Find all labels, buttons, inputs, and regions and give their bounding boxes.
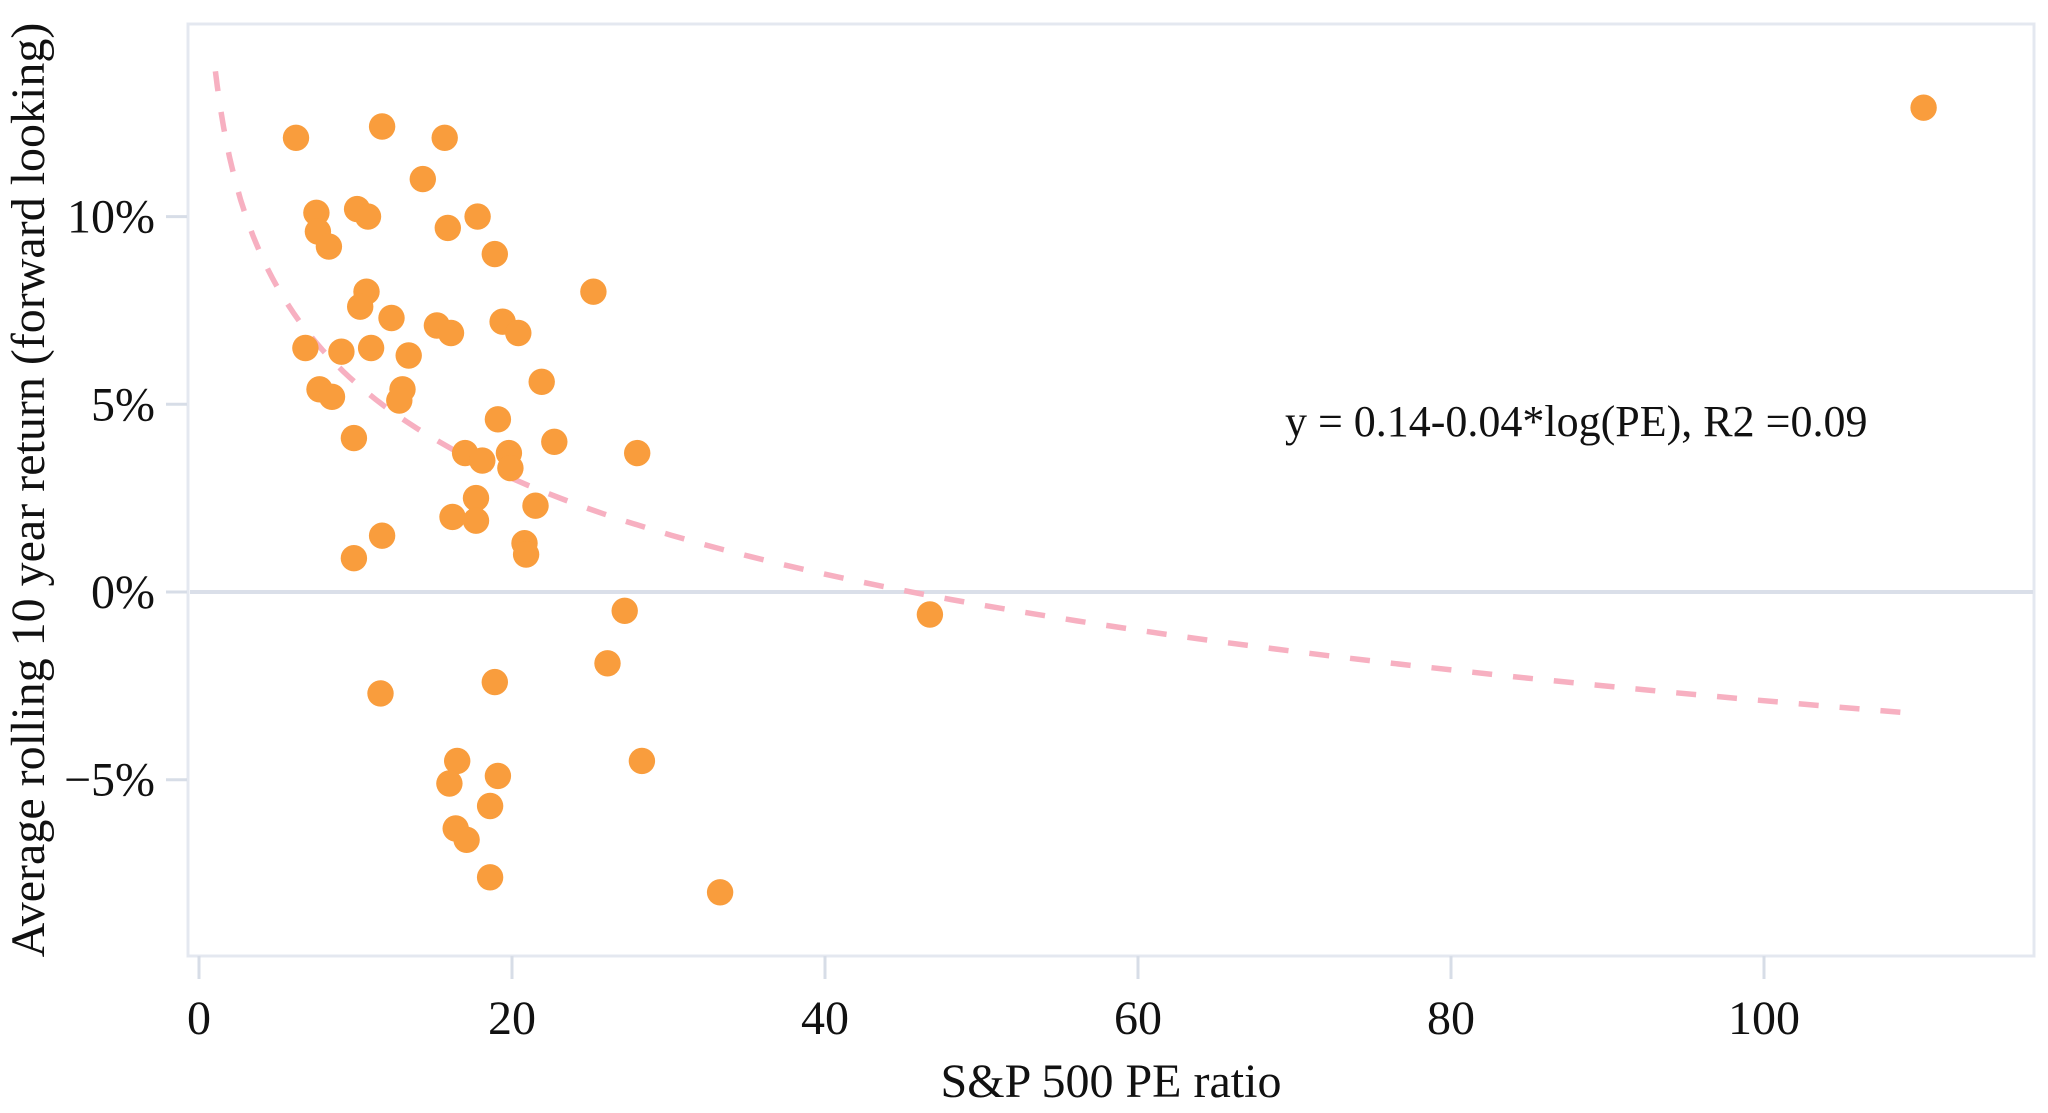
data-point [476, 792, 504, 820]
data-point [505, 319, 532, 347]
data-point [318, 383, 346, 410]
data-point [580, 278, 607, 305]
data-point [916, 601, 944, 628]
data-point [357, 334, 385, 362]
data-point [522, 492, 549, 519]
data-point [378, 304, 405, 332]
data-point [395, 342, 422, 369]
x-tick-label: 100 [1728, 992, 1800, 1045]
data-point [347, 293, 374, 320]
data-point [315, 233, 343, 260]
data-point [368, 113, 396, 140]
data-point [497, 454, 524, 482]
panel-border [186, 22, 2036, 958]
data-point [453, 826, 480, 853]
data-point [409, 165, 436, 193]
data-point [481, 240, 508, 268]
data-point [340, 424, 368, 452]
y-tick-label: 0% [91, 566, 155, 619]
data-point [292, 334, 319, 362]
data-point [484, 762, 512, 790]
plot-panel [186, 22, 2036, 958]
data-point [282, 124, 310, 151]
y-tick-label: 10% [67, 191, 155, 244]
data-point [541, 428, 568, 455]
x-tick-label: 40 [801, 992, 849, 1045]
data-point [444, 747, 471, 775]
data-point [431, 124, 458, 151]
data-point [434, 214, 461, 242]
data-point [628, 747, 656, 775]
trendline [212, 70, 1918, 717]
x-tick-label: 60 [1114, 992, 1162, 1045]
data-point [594, 650, 621, 677]
data-point [437, 319, 465, 347]
data-point [367, 680, 394, 707]
x-axis-title: S&P 500 PE ratio [941, 1055, 1282, 1108]
data-point [386, 387, 413, 414]
data-point [512, 541, 540, 568]
data-point [611, 597, 638, 624]
y-axis-title: Average rolling 10 year return (forward … [2, 23, 55, 958]
data-point [462, 484, 490, 512]
data-point [1910, 94, 1937, 121]
data-point [464, 203, 491, 230]
data-point [368, 522, 396, 549]
data-point [484, 406, 512, 433]
y-tick-label: 5% [91, 378, 155, 431]
trendline-group [212, 70, 1918, 717]
data-point [624, 439, 651, 467]
trendline-equation: y = 0.14-0.04*log(PE), R2 =0.09 [1285, 397, 1868, 446]
data-point [476, 864, 504, 891]
x-tick-label: 80 [1427, 992, 1475, 1045]
points-group [282, 94, 1937, 906]
data-point [462, 507, 490, 534]
data-point [303, 199, 330, 226]
data-point [706, 879, 734, 906]
x-axis: 0 20 40 60 80 100 [187, 956, 1800, 1045]
data-point [436, 770, 463, 797]
data-point [328, 338, 355, 365]
x-tick-label: 0 [187, 992, 211, 1045]
data-point [469, 447, 496, 474]
y-tick-label: −5% [64, 754, 155, 807]
data-point [340, 545, 368, 572]
data-point [528, 368, 555, 395]
data-point [439, 503, 466, 531]
data-point [354, 203, 382, 230]
y-axis: 10% 5% 0% −5% [64, 191, 187, 807]
x-tick-label: 20 [488, 992, 536, 1045]
data-point [481, 668, 508, 696]
